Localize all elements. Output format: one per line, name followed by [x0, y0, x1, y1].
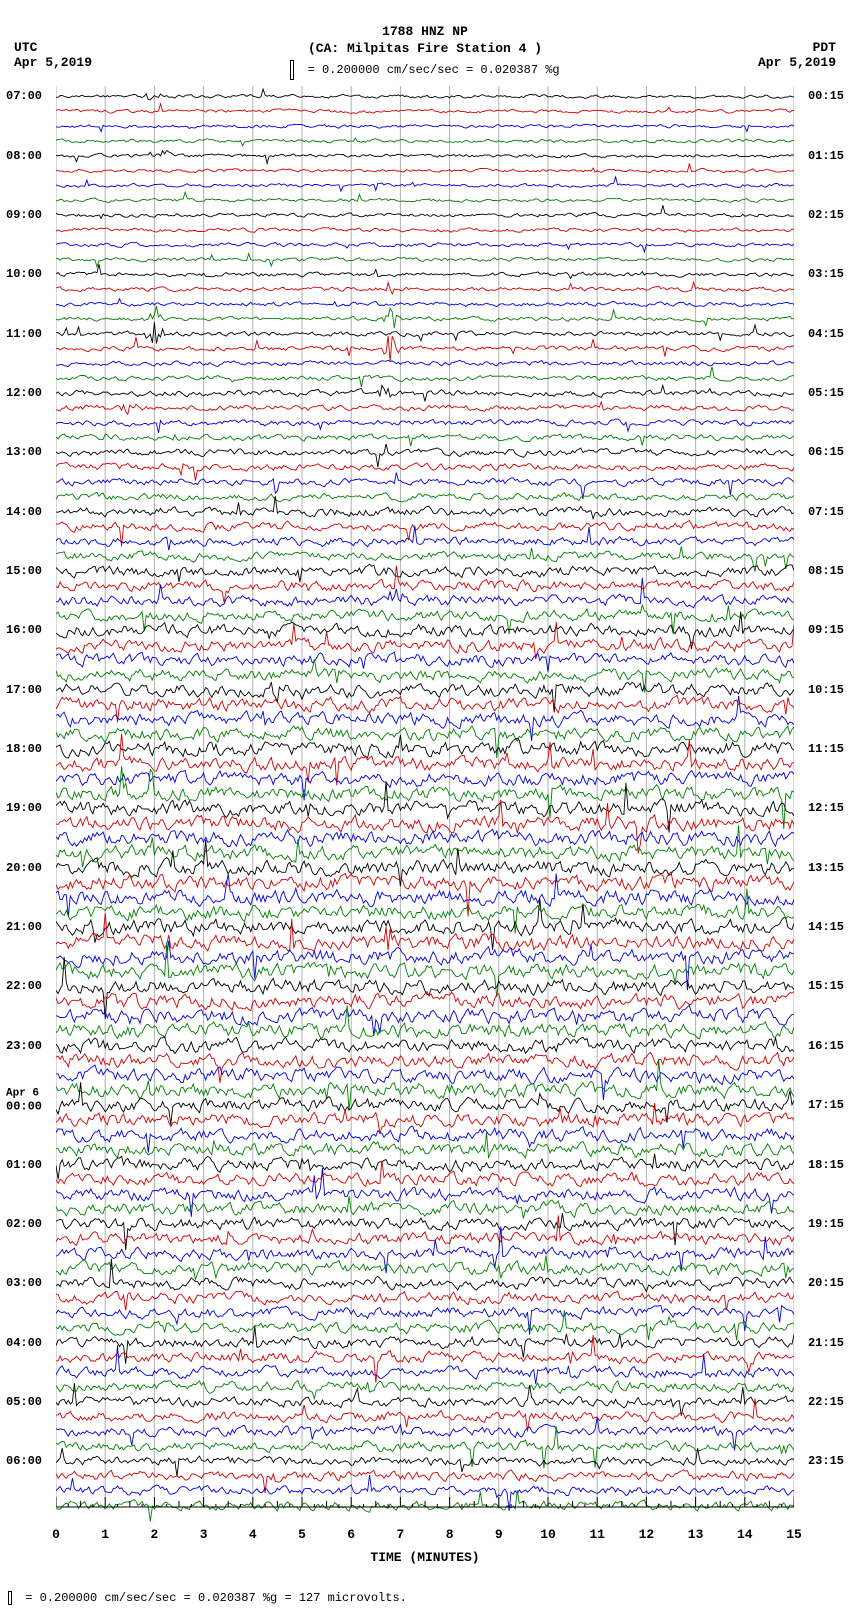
- ytick-left: 02:00: [6, 1217, 42, 1231]
- ytick-right: 16:15: [808, 1039, 844, 1053]
- xtick-label: 2: [150, 1527, 158, 1542]
- ytick-left: 20:00: [6, 861, 42, 875]
- xtick-label: 0: [52, 1527, 60, 1542]
- ytick-left: 17:00: [6, 683, 42, 697]
- tz-right: PDT: [813, 40, 836, 55]
- ytick-right: 13:15: [808, 861, 844, 875]
- xtick-label: 5: [298, 1527, 306, 1542]
- ytick-right: 15:15: [808, 979, 844, 993]
- xtick-label: 9: [495, 1527, 503, 1542]
- xtick-label: 8: [446, 1527, 454, 1542]
- ytick-left: 11:00: [6, 327, 42, 341]
- ytick-left: 23:00: [6, 1039, 42, 1053]
- ytick-left: 07:00: [6, 89, 42, 103]
- ytick-right: 23:15: [808, 1454, 844, 1468]
- ytick-right: 08:15: [808, 564, 844, 578]
- ytick-left: 03:00: [6, 1276, 42, 1290]
- corner-top-left: UTC Apr 5,2019: [14, 40, 92, 70]
- scale-line: = 0.200000 cm/sec/sec = 0.020387 %g: [0, 60, 850, 80]
- ytick-right: 02:15: [808, 208, 844, 222]
- ytick-right: 01:15: [808, 149, 844, 163]
- xtick-label: 14: [737, 1527, 753, 1542]
- location-line: (CA: Milpitas Fire Station 4 ): [0, 41, 850, 56]
- ytick-right: 07:15: [808, 505, 844, 519]
- ytick-right: 20:15: [808, 1276, 844, 1290]
- ytick-left: Apr 600:00: [6, 1086, 42, 1114]
- footer-text: = 0.200000 cm/sec/sec = 0.020387 %g = 12…: [25, 1591, 407, 1605]
- ytick-left: 01:00: [6, 1158, 42, 1172]
- ytick-left: 05:00: [6, 1395, 42, 1409]
- ytick-right: 09:15: [808, 623, 844, 637]
- ytick-left: 13:00: [6, 445, 42, 459]
- scale-text: = 0.200000 cm/sec/sec = 0.020387 %g: [308, 63, 560, 77]
- xtick-label: 4: [249, 1527, 257, 1542]
- ytick-right: 11:15: [808, 742, 844, 756]
- ytick-left: 10:00: [6, 267, 42, 281]
- ytick-left: 16:00: [6, 623, 42, 637]
- ytick-right: 04:15: [808, 327, 844, 341]
- xtick-label: 6: [347, 1527, 355, 1542]
- scale-bar-icon: [290, 60, 294, 80]
- ytick-left: 08:00: [6, 149, 42, 163]
- ytick-right: 19:15: [808, 1217, 844, 1231]
- header: 1788 HNZ NP (CA: Milpitas Fire Station 4…: [0, 0, 850, 80]
- ytick-right: 12:15: [808, 801, 844, 815]
- xtick-label: 1: [101, 1527, 109, 1542]
- xtick-label: 13: [688, 1527, 704, 1542]
- ytick-right: 21:15: [808, 1336, 844, 1350]
- ytick-left: 06:00: [6, 1454, 42, 1468]
- x-axis-label: TIME (MINUTES): [0, 1550, 850, 1565]
- xtick-label: 3: [200, 1527, 208, 1542]
- date-left: Apr 5,2019: [14, 55, 92, 70]
- ytick-right: 10:15: [808, 683, 844, 697]
- xtick-label: 10: [540, 1527, 556, 1542]
- footer: = 0.200000 cm/sec/sec = 0.020387 %g = 12…: [8, 1591, 407, 1605]
- xtick-label: 11: [589, 1527, 605, 1542]
- ytick-right: 22:15: [808, 1395, 844, 1409]
- helicorder-svg: [56, 86, 794, 1525]
- ytick-left: 18:00: [6, 742, 42, 756]
- ytick-right: 14:15: [808, 920, 844, 934]
- date-right: Apr 5,2019: [758, 55, 836, 70]
- ytick-right: 05:15: [808, 386, 844, 400]
- ytick-right: 03:15: [808, 267, 844, 281]
- ytick-left: 09:00: [6, 208, 42, 222]
- ytick-left: 12:00: [6, 386, 42, 400]
- ytick-left: 21:00: [6, 920, 42, 934]
- xtick-label: 15: [786, 1527, 802, 1542]
- ytick-right: 06:15: [808, 445, 844, 459]
- footer-scale-bar-icon: [8, 1591, 12, 1605]
- ytick-right: 17:15: [808, 1098, 844, 1112]
- xtick-label: 12: [639, 1527, 655, 1542]
- x-axis: 0123456789101112131415: [56, 1527, 794, 1547]
- ytick-left: 19:00: [6, 801, 42, 815]
- ytick-right: 00:15: [808, 89, 844, 103]
- ytick-left: 22:00: [6, 979, 42, 993]
- xtick-label: 7: [396, 1527, 404, 1542]
- station-line: 1788 HNZ NP: [0, 24, 850, 39]
- ytick-left: 14:00: [6, 505, 42, 519]
- ytick-right: 18:15: [808, 1158, 844, 1172]
- ytick-left: 04:00: [6, 1336, 42, 1350]
- ytick-left: 15:00: [6, 564, 42, 578]
- helicorder-page: 1788 HNZ NP (CA: Milpitas Fire Station 4…: [0, 0, 850, 1613]
- corner-top-right: PDT Apr 5,2019: [758, 40, 836, 70]
- tz-left: UTC: [14, 40, 37, 55]
- helicorder-plot: [56, 86, 794, 1525]
